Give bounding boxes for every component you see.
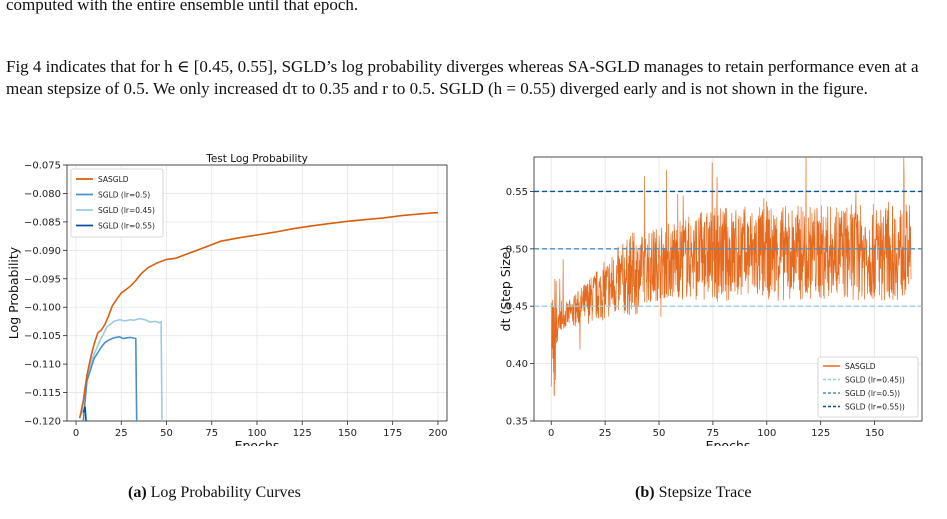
x-tick-label: 200 bbox=[428, 428, 447, 439]
x-tick-label: 175 bbox=[383, 428, 402, 439]
y-tick-label: −0.100 bbox=[24, 303, 61, 314]
x-tick-label: 75 bbox=[205, 428, 218, 439]
chart-title: Test Log Probability bbox=[205, 153, 308, 165]
caption-b-text: Stepsize Trace bbox=[658, 484, 752, 501]
x-tick-label: 25 bbox=[599, 428, 612, 439]
y-tick-label: 0.55 bbox=[506, 187, 528, 198]
x-axis-label: Epochs bbox=[706, 438, 751, 446]
legend-label: SGLD (lr=0.55) bbox=[98, 222, 155, 231]
legend-box bbox=[817, 356, 919, 418]
y-tick-label: −0.115 bbox=[24, 388, 61, 399]
sasgld-trace bbox=[550, 157, 912, 396]
y-tick-label: −0.095 bbox=[24, 274, 61, 285]
y-tick-label: −0.105 bbox=[24, 331, 61, 342]
legend-label: SGLD (lr=0.5)) bbox=[845, 389, 900, 398]
legend-label: SASGLD bbox=[98, 175, 129, 184]
legend-label: SGLD (lr=0.45)) bbox=[845, 376, 905, 385]
y-tick-label: −0.085 bbox=[24, 217, 61, 228]
caption-a: (a) Log Probability Curves bbox=[128, 484, 301, 502]
y-tick-label: 0.40 bbox=[506, 359, 528, 370]
log-probability-chart: 0 25 50 75 100 125 150 175 200 −0.120 −0.115 −0.110… bbox=[6, 153, 448, 446]
y-tick-label: −0.075 bbox=[24, 161, 61, 172]
x-tick-label: 50 bbox=[653, 428, 666, 439]
legend-box bbox=[70, 168, 164, 238]
x-axis-label: Epochs bbox=[235, 438, 280, 446]
y-axis-label: dt (Step Size) bbox=[498, 247, 513, 332]
paragraph-top: computed with the entire ensemble until … bbox=[6, 0, 359, 14]
x-tick-label: 125 bbox=[811, 428, 830, 439]
x-tick-label: 75 bbox=[707, 428, 720, 439]
caption-a-label: (a) bbox=[128, 484, 147, 501]
series-line-1 bbox=[82, 335, 138, 421]
x-tick-label: 150 bbox=[338, 428, 357, 439]
x-tick-label: 25 bbox=[115, 428, 128, 439]
y-tick-label: 0.35 bbox=[506, 417, 528, 428]
series-line-2 bbox=[80, 317, 163, 421]
x-tick-label: 0 bbox=[73, 428, 79, 439]
y-tick-label: −0.120 bbox=[24, 417, 61, 428]
x-tick-label: 0 bbox=[548, 428, 554, 439]
plot-frame bbox=[533, 156, 923, 422]
series-line-0 bbox=[78, 212, 438, 419]
legend-label: SGLD (lr=0.45) bbox=[98, 206, 155, 215]
plot-frame bbox=[66, 164, 448, 422]
paragraph-fig4: Fig 4 indicates that for h ∈ [0.45, 0.55… bbox=[6, 57, 919, 98]
x-tick-label: 150 bbox=[865, 428, 884, 439]
stepsize-trace-chart: 0 25 50 75 100 125 150 0.35 0.40 0.45 0.50 0.55 Epoc… bbox=[498, 156, 923, 446]
series-line-3 bbox=[82, 406, 87, 421]
x-tick-label: 50 bbox=[160, 428, 173, 439]
caption-b-label: (b) bbox=[635, 484, 655, 501]
legend-label: SGLD (lr=0.5) bbox=[98, 191, 150, 200]
x-tick-label: 125 bbox=[293, 428, 312, 439]
caption-a-text: Log Probability Curves bbox=[150, 484, 301, 501]
y-axis-label: Log Probability bbox=[6, 246, 21, 339]
y-tick-label: −0.080 bbox=[24, 189, 61, 200]
y-tick-label: −0.090 bbox=[24, 246, 61, 257]
x-tick-label: 100 bbox=[247, 428, 266, 439]
legend-label: SASGLD bbox=[845, 362, 876, 371]
y-tick-label: 0.45 bbox=[506, 302, 528, 313]
y-tick-label: 0.50 bbox=[506, 244, 528, 255]
legend-label: SGLD (lr=0.55)) bbox=[845, 403, 905, 412]
y-tick-label: −0.110 bbox=[24, 360, 61, 371]
caption-b: (b) Stepsize Trace bbox=[635, 484, 751, 502]
x-tick-label: 100 bbox=[757, 428, 776, 439]
